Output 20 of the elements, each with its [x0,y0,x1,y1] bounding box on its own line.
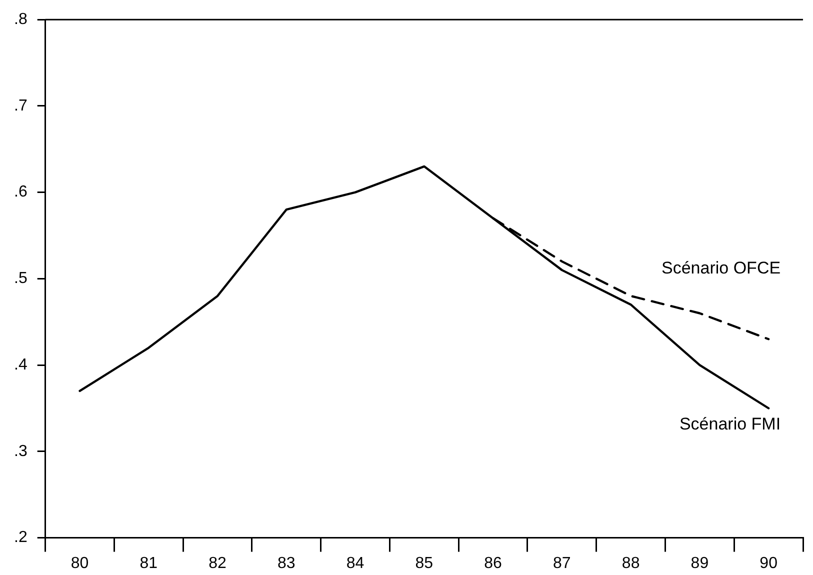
series-label: Scénario FMI [679,414,781,434]
x-tick-label: 90 [760,554,778,572]
x-tick-label: 82 [208,554,227,572]
x-tick-label: 87 [553,554,571,572]
y-tick-label: .7 [14,97,28,114]
y-tick-label: .2 [14,529,28,546]
y-tick-label: .6 [14,184,28,201]
x-tick-label: 84 [346,554,364,572]
x-tick-label: 80 [70,554,89,572]
x-tick-label: 81 [140,554,158,572]
x-tick-label: 83 [278,554,296,572]
y-tick-label: .3 [14,442,28,460]
y-tick-label: .4 [14,356,28,374]
y-tick-label: .5 [14,270,28,288]
y-tick-label: .8 [14,11,28,28]
x-tick-label: 89 [690,554,709,572]
x-tick-label: 88 [622,554,640,572]
x-tick-label: 86 [484,554,502,572]
x-tick-label: 85 [415,554,434,572]
series-label: Scénario OFCE [662,258,781,278]
